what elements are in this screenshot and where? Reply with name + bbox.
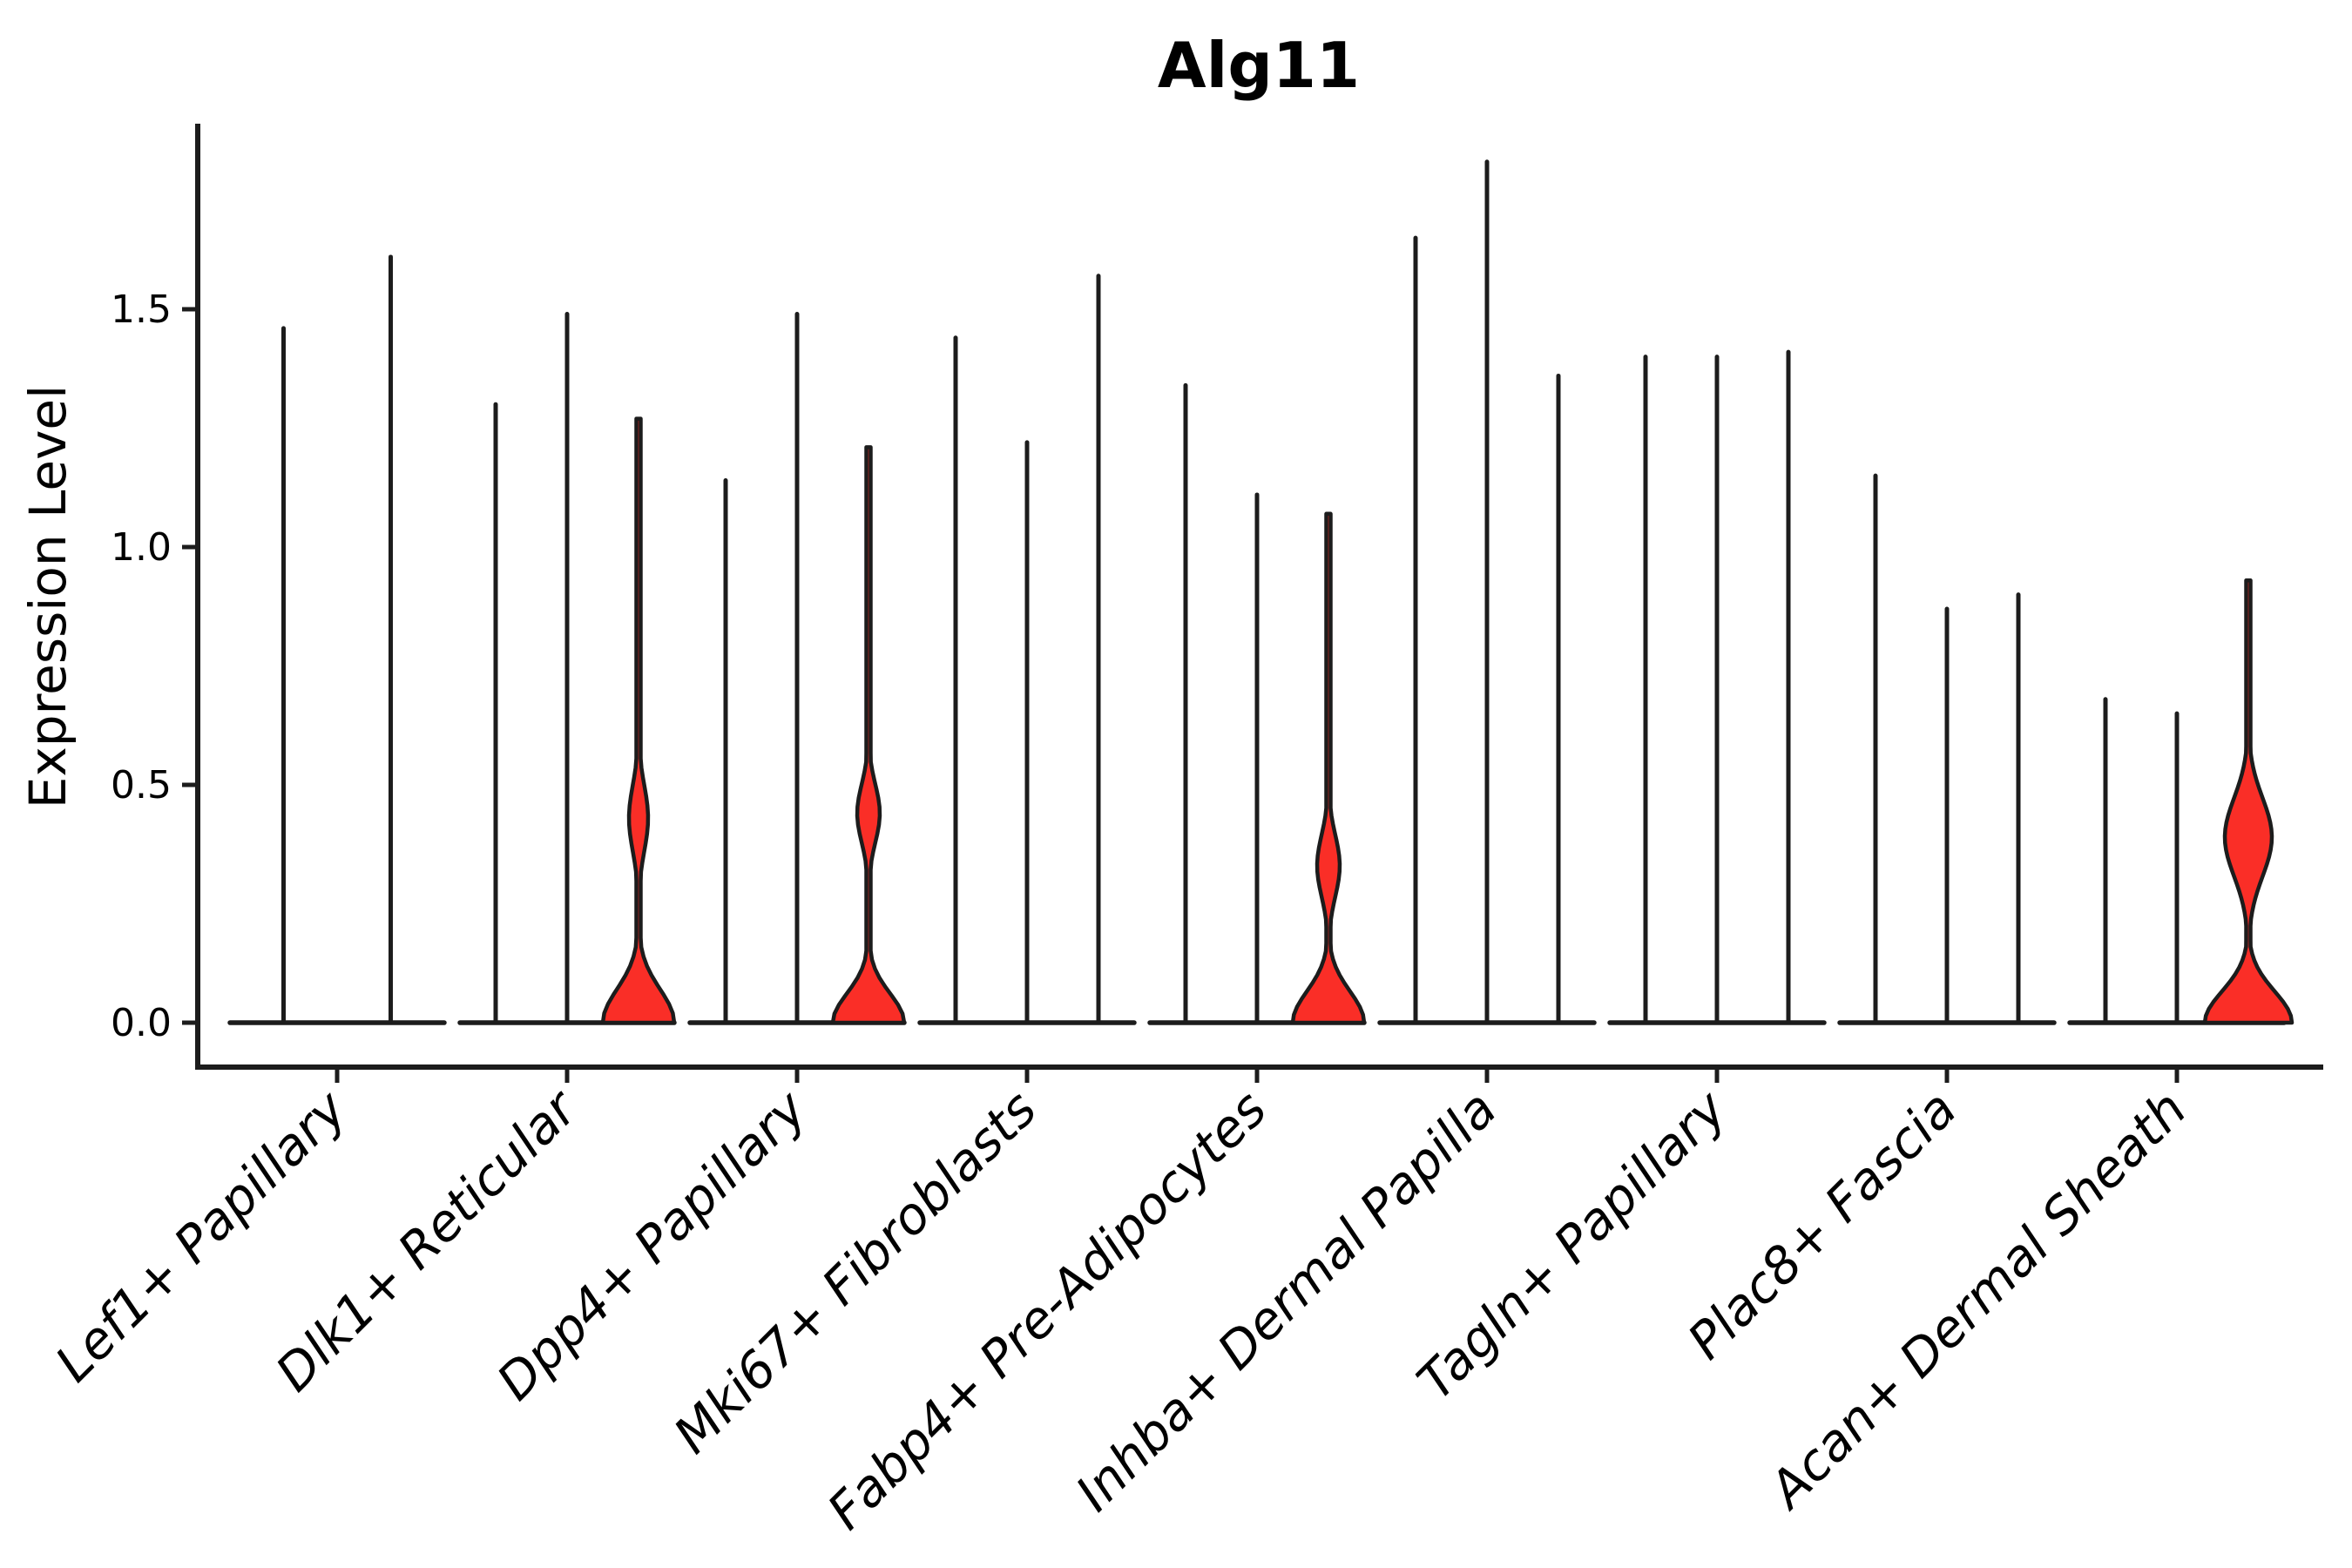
violin-body-filled [1290,511,1367,1025]
y-tick-label: 0.0 [111,1001,172,1045]
y-tick-label: 1.0 [111,525,172,570]
violin-body-filled [2202,578,2295,1025]
violin-body-filled [600,416,677,1025]
plot-title: Alg11 [1158,29,1360,102]
violin-body-filled [830,445,907,1025]
x-tick-label: Inhba+ Dermal Papilla [1064,1079,1508,1523]
y-tick-label: 1.5 [111,287,172,332]
y-axis-label: Expression Level [18,385,78,808]
violins-layer [227,159,2295,1025]
y-tick-label: 0.5 [111,763,172,808]
x-tick-label: Acan+ Dermal Sheath [1755,1079,2198,1522]
x-tick-label: Fabp4+ Pre-Adipocytes [816,1079,1278,1541]
